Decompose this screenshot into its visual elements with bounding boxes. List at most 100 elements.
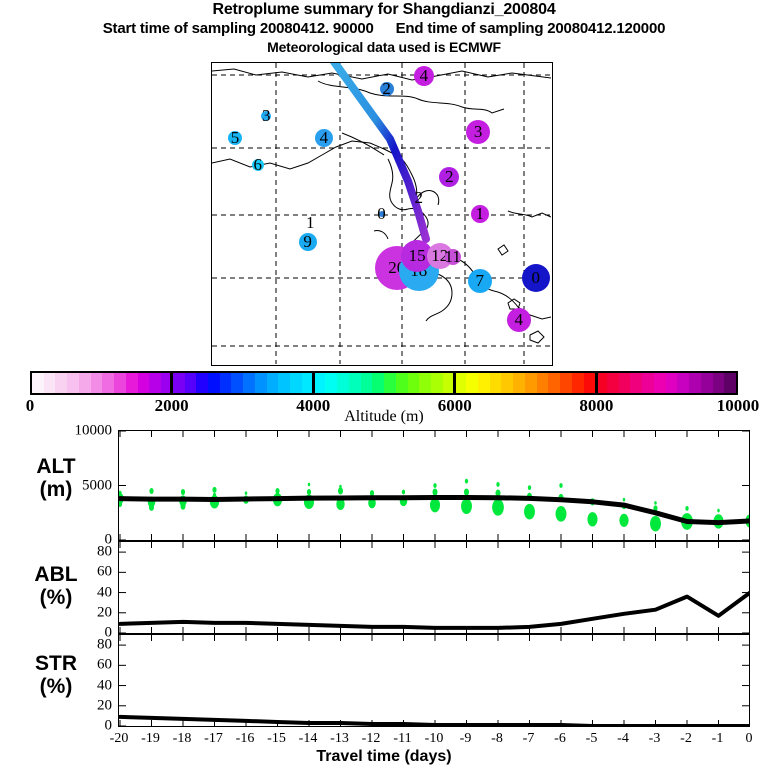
x-axis-tick-label: -6 [554,731,566,746]
altitude-scatter-point [212,486,217,493]
colorbar-swatch [642,373,654,393]
colorbar-swatch [419,373,431,393]
x-axis-tick-label: -13 [330,731,349,746]
map-marker-label: 9 [303,232,312,252]
retroplume-map[interactable]: 24335462190122018151211704 [211,62,553,366]
colorbar-swatch [219,373,232,393]
sampling-times: Start time of sampling 20080412. 90000 En… [0,19,768,38]
colorbar-divider [170,371,174,395]
altitude-colorbar [30,371,738,395]
x-axis-tick-label: -17 [204,731,223,746]
altitude-scatter-point [495,489,501,497]
map-marker-dot [261,110,272,121]
altitude-scatter-point [496,482,500,487]
alt-plot[interactable] [118,430,750,541]
map-marker-label: 2 [445,167,454,187]
x-axis-tick-label: -10 [424,731,444,746]
colorbar-swatch [161,373,173,393]
y-axis-tick-label: 0 [104,624,113,641]
colorbar-swatch [67,373,79,393]
title-block: Retroplume summary for Shangdianzi_20080… [0,0,768,56]
colorbar-swatch [489,373,502,393]
colorbar-swatch [454,373,467,393]
x-axis-tick-label: -16 [235,731,255,746]
x-axis-tick-label: -9 [459,731,472,746]
colorbar-swatch [548,373,561,393]
colorbar-swatch [513,373,525,393]
plot-graphics [119,635,749,726]
altitude-scatter-point [401,489,406,495]
colorbar-swatch [125,373,138,393]
map-marker-dot [444,249,461,266]
x-axis-tick-label: -18 [172,731,192,746]
colorbar-divider [594,371,598,395]
map-marker-label: 11 [444,247,461,267]
map-marker-dot [470,204,489,223]
altitude-scatter-point [619,513,629,527]
map-marker-label: 4 [419,65,429,85]
panel-title-abl: ABL (%) [34,563,78,609]
colorbar-swatch [360,373,373,393]
altitude-scatter-point [337,487,344,495]
altitude-scatter-point [433,483,437,488]
altitude-scatter-point [369,490,375,497]
colorbar-swatch [395,373,408,393]
y-axis-tick-label: 20 [97,697,112,714]
plot-graphics [119,542,749,633]
colorbar-swatch [90,373,103,393]
map-marker-dot [467,269,492,294]
y-axis-tick-label: 60 [97,563,112,580]
met-data-label: Meteorological data used is ECMWF [267,39,501,55]
x-axis-tick-label: -2 [680,731,692,746]
map-marker-label: 5 [230,128,240,148]
x-axis-tick-label: -1 [711,731,724,746]
x-axis-tick-label: -20 [109,731,129,746]
map-marker-label: 7 [475,271,485,291]
colorbar-swatch [524,373,537,393]
colorbar-swatch [700,373,713,393]
colorbar-swatch [325,373,338,393]
abl-plot[interactable] [118,541,750,634]
altitude-scatter-point [464,478,469,484]
map-marker-dot [413,65,434,86]
trajectory-path [329,63,430,243]
colorbar-swatch [137,373,150,393]
map-marker-dot [506,308,531,333]
colorbar-divider [453,371,457,395]
colorbar-tick-label: 0 [25,396,35,415]
altitude-scatter-point [180,502,186,510]
colorbar-swatch [196,373,209,393]
x-axis-tick-label: -19 [141,731,160,746]
plot-graphics [119,431,749,540]
series-line [119,590,749,630]
colorbar-swatch [407,373,420,393]
map-marker-label: 6 [253,155,263,175]
altitude-scatter-point [461,498,472,515]
colorbar-swatch [712,373,725,393]
altitude-scatter-point [212,492,217,498]
y-axis-tick-label: 10000 [74,422,113,439]
series-line [119,714,749,726]
altitude-scatter-point [650,515,661,532]
y-axis-tick-label: 60 [97,656,112,673]
colorbar-swatch [560,373,572,393]
graticule [212,63,551,364]
colorbar-swatch [149,373,162,393]
colorbar-swatch [571,373,584,393]
colorbar-swatch [266,373,279,393]
colorbar-swatch [653,373,666,393]
str-plot[interactable] [118,634,750,727]
colorbar-swatch [348,373,361,393]
colorbar-divider [311,371,315,395]
colorbar-swatch [55,373,68,393]
x-axis-tick-label: -5 [585,731,598,746]
colorbar-swatch [231,373,244,393]
altitude-scatter-point [307,482,311,487]
altitude-scatter-point [717,508,720,513]
altitude-scatter-point [524,503,535,520]
y-axis-tick-label: 0 [104,531,113,548]
colorbar-swatch [466,373,478,393]
colorbar-swatch [208,373,220,393]
colorbar-swatch [278,373,291,393]
page-title: Retroplume summary for Shangdianzi_20080… [212,1,556,18]
